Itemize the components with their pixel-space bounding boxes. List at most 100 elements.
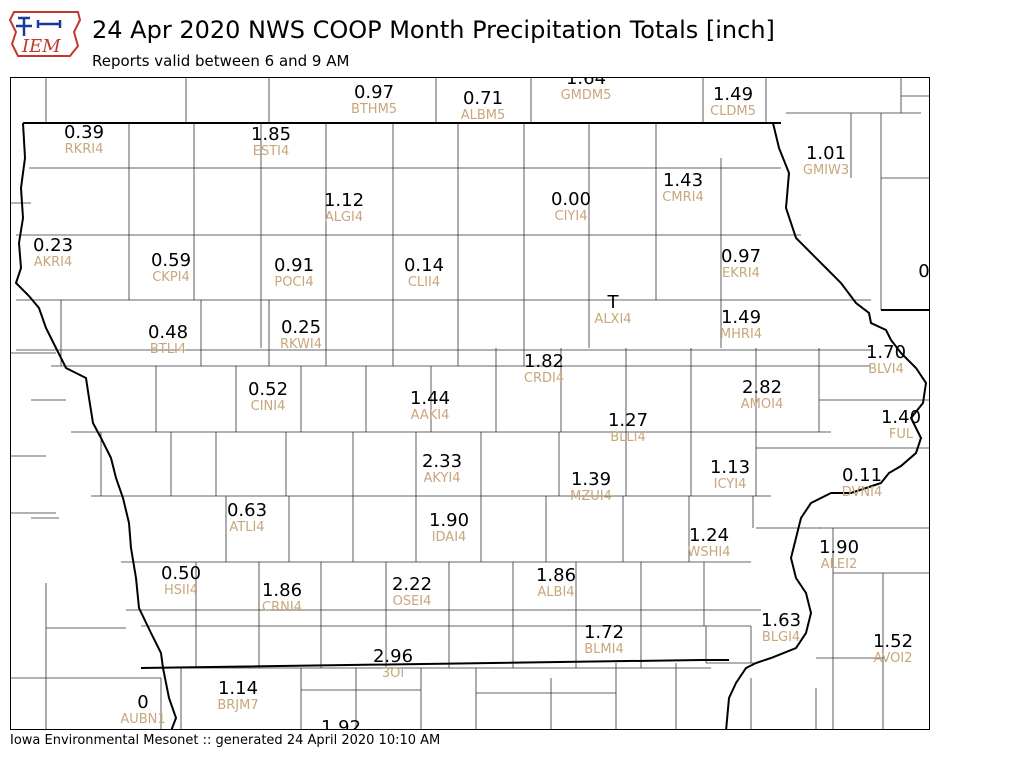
station-value: 1.72: [584, 622, 624, 643]
station-value: 1.39: [571, 469, 611, 490]
station-value: 1.85: [251, 124, 291, 145]
station-id: CLII4: [408, 275, 440, 290]
station-value: 2.22: [392, 574, 432, 595]
station-value: 1.64: [566, 78, 606, 89]
station-value: 1.24: [689, 525, 729, 546]
station-id: CLDM5: [710, 104, 756, 119]
station-id: BRJM7: [217, 698, 258, 713]
station-id: BLMI4: [584, 642, 623, 657]
station-id: OSEI4: [393, 594, 432, 609]
station-id: ATLI4: [229, 520, 264, 535]
station-id: GMDM5: [561, 88, 612, 103]
station-value: 0.11: [842, 465, 882, 486]
station-value: 1.90: [429, 510, 469, 531]
station-value: 0.25: [281, 317, 321, 338]
station-value: 0.52: [248, 379, 288, 400]
station-id: BLLI4: [610, 430, 646, 445]
station-value: 0: [137, 692, 148, 713]
station-value: 0.50: [161, 563, 201, 584]
station-id: AVOI2: [873, 651, 912, 666]
station-id: BTHM5: [351, 102, 397, 117]
footer-credit: Iowa Environmental Mesonet :: generated …: [10, 733, 441, 748]
station-id: HSII4: [164, 583, 198, 598]
station-id: ALBI4: [537, 585, 574, 600]
station-value: 1.90: [819, 537, 859, 558]
station-value: 0.59: [151, 250, 191, 271]
station-value: 1.52: [873, 631, 913, 652]
station-value: 0.71: [463, 88, 503, 109]
station-id: ALEI2: [821, 557, 857, 572]
station-value: 1.27: [608, 410, 648, 431]
station-value: 0.48: [148, 322, 188, 343]
station-value: 1.49: [721, 307, 761, 328]
station-value: 0.97: [354, 82, 394, 103]
station-id: AMOI4: [741, 397, 783, 412]
station-id: ALGI4: [325, 210, 363, 225]
station-value: 0.39: [64, 122, 104, 143]
station-value: 1.12: [324, 190, 364, 211]
county-lines: [11, 78, 929, 729]
station-value: 0.91: [274, 255, 314, 276]
page-subtitle: Reports valid between 6 and 9 AM: [92, 52, 350, 70]
station-id: BLVI4: [868, 362, 904, 377]
station-id: CKPI4: [152, 270, 190, 285]
station-value: 0: [918, 261, 929, 282]
station-value: 0.00: [551, 189, 591, 210]
station-value: 1.82: [524, 351, 564, 372]
station-value: 1.01: [806, 143, 846, 164]
station-id: ALBM5: [461, 108, 506, 123]
station-id: AKYI4: [423, 471, 460, 486]
station-id: FUL: [889, 427, 914, 442]
station-value: 1.13: [710, 457, 750, 478]
station-value: 1.86: [536, 565, 576, 586]
station-id: MHRI4: [720, 327, 762, 342]
state-lines: [14, 122, 929, 729]
station-id: CRNI4: [262, 600, 302, 615]
station-id: DVNI4: [842, 485, 883, 500]
station-id: ALXI4: [594, 312, 631, 327]
station-value: 1.70: [866, 342, 906, 363]
station-id: AAKI4: [411, 408, 450, 423]
station-value: 0.63: [227, 500, 267, 521]
station-value: 2.96: [373, 646, 413, 667]
station-id: CIYI4: [555, 209, 588, 224]
station-value: 1.49: [713, 84, 753, 105]
station-id: CRDI4: [524, 371, 564, 386]
station-id: RKWI4: [280, 337, 322, 352]
station-id: WSHI4: [688, 545, 731, 560]
